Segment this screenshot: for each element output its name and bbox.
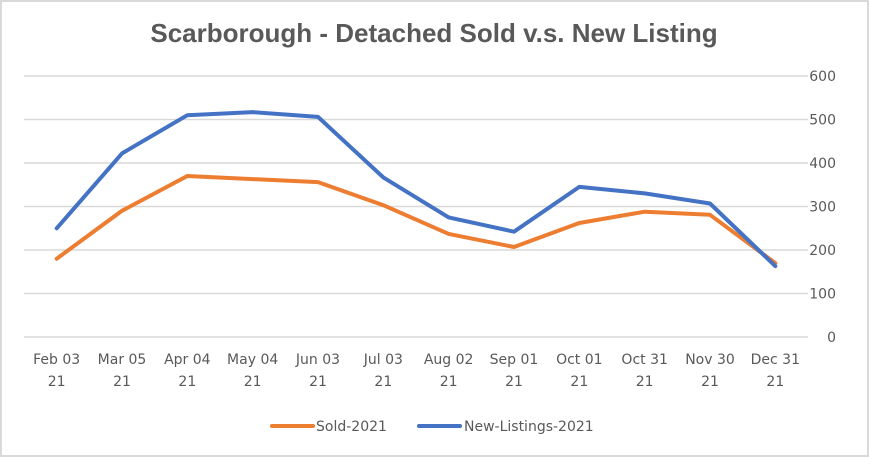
x-tick-label: Apr 04 21 bbox=[164, 352, 211, 390]
legend-label: Sold-2021 bbox=[316, 419, 387, 435]
x-tick-label-line: Oct 31 bbox=[621, 352, 667, 368]
x-tick-label-line: 21 bbox=[178, 374, 196, 390]
x-tick-label-line: Nov 30 bbox=[685, 352, 735, 368]
series-line-sold-2021 bbox=[54, 174, 778, 266]
y-tick-label: 400 bbox=[809, 156, 836, 172]
x-tick-label-line: 21 bbox=[374, 374, 392, 390]
chart-title: Scarborough - Detached Sold v.s. New Lis… bbox=[150, 18, 717, 48]
x-tick-label-line: May 04 bbox=[227, 352, 278, 368]
series-lines bbox=[54, 110, 778, 269]
x-tick-label-line: 21 bbox=[701, 374, 719, 390]
x-tick-label-line: Mar 05 bbox=[98, 352, 147, 368]
y-tick-label: 200 bbox=[809, 243, 836, 259]
series-line-new-listings-2021 bbox=[54, 110, 778, 269]
legend: Sold-2021 New-Listings-2021 bbox=[270, 419, 594, 435]
legend-item: New-Listings-2021 bbox=[417, 419, 594, 435]
x-tick-label-line: 21 bbox=[766, 374, 784, 390]
x-tick-label: Nov 30 21 bbox=[685, 352, 735, 390]
x-tick-label: Oct 01 21 bbox=[556, 352, 602, 390]
y-tick-label: 600 bbox=[809, 69, 836, 85]
x-tick-label-line: 21 bbox=[113, 374, 131, 390]
x-tick-label-line: 21 bbox=[505, 374, 523, 390]
x-tick-label: Mar 05 21 bbox=[98, 352, 147, 390]
x-tick-label-line: Aug 02 bbox=[424, 352, 474, 368]
x-tick-label: Jul 03 21 bbox=[363, 352, 403, 390]
x-tick-label: Aug 02 21 bbox=[424, 352, 474, 390]
x-tick-label-line: 21 bbox=[309, 374, 327, 390]
y-tick-label: 300 bbox=[809, 200, 836, 216]
x-tick-label-line: 21 bbox=[440, 374, 458, 390]
x-tick-label: Feb 03 21 bbox=[33, 352, 80, 390]
x-tick-label-line: Jun 03 bbox=[295, 352, 340, 368]
x-tick-label: Sep 01 21 bbox=[490, 352, 539, 390]
y-axis-tick-labels: 0 100 200 300 400 500 600 bbox=[809, 69, 836, 346]
x-tick-label-line: Feb 03 bbox=[33, 352, 80, 368]
x-tick-label-line: Sep 01 bbox=[490, 352, 539, 368]
x-tick-label: Dec 31 21 bbox=[751, 352, 800, 390]
x-axis-tick-labels: Feb 03 21 Mar 05 21 Apr 04 21 May 04 21 Jun 03 21… bbox=[33, 352, 800, 390]
y-tick-label: 500 bbox=[809, 113, 836, 129]
legend-item: Sold-2021 bbox=[270, 419, 387, 435]
gridlines bbox=[24, 75, 808, 338]
x-tick-label-line: Oct 01 bbox=[556, 352, 602, 368]
x-tick-label-line: Apr 04 bbox=[164, 352, 211, 368]
legend-label: New-Listings-2021 bbox=[464, 419, 594, 435]
x-tick-label-line: 21 bbox=[244, 374, 262, 390]
x-tick-label-line: 21 bbox=[570, 374, 588, 390]
x-tick-label-line: Jul 03 bbox=[363, 352, 403, 368]
x-tick-label: Oct 31 21 bbox=[621, 352, 667, 390]
y-tick-label: 100 bbox=[809, 287, 836, 303]
y-tick-label: 0 bbox=[827, 330, 836, 346]
x-tick-label-line: 21 bbox=[636, 374, 654, 390]
x-tick-label-line: Dec 31 bbox=[751, 352, 800, 368]
x-tick-label-line: 21 bbox=[48, 374, 66, 390]
x-tick-label: Jun 03 21 bbox=[295, 352, 340, 390]
x-tick-label: May 04 21 bbox=[227, 352, 278, 390]
